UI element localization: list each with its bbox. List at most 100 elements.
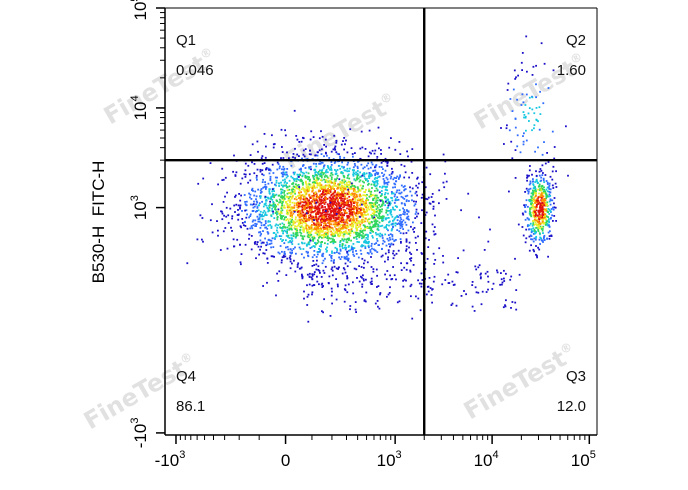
event-dot xyxy=(527,112,530,115)
event-dot xyxy=(405,232,408,234)
event-dot xyxy=(386,162,389,165)
event-dot xyxy=(411,187,414,190)
event-dot xyxy=(310,246,313,249)
event-dot xyxy=(240,226,242,229)
event-dot xyxy=(264,226,267,229)
event-dot xyxy=(420,272,423,275)
event-dot xyxy=(353,211,355,214)
event-dot xyxy=(318,190,320,192)
event-dot xyxy=(547,231,550,234)
event-dot xyxy=(329,186,332,188)
event-dot xyxy=(409,285,412,288)
event-dot xyxy=(258,220,261,223)
event-dot xyxy=(340,205,342,207)
event-dot xyxy=(265,244,268,247)
event-dot xyxy=(364,220,366,223)
event-dot xyxy=(369,281,372,284)
event-dot xyxy=(386,186,388,188)
event-dot xyxy=(544,190,547,193)
event-dot xyxy=(332,200,334,203)
event-dot xyxy=(383,173,386,176)
event-dot xyxy=(236,238,239,241)
event-dot xyxy=(356,167,359,170)
event-dot xyxy=(378,244,380,246)
event-dot xyxy=(305,202,308,205)
event-dot xyxy=(530,235,533,237)
event-dot xyxy=(377,196,380,199)
event-dot xyxy=(333,188,335,190)
event-dot xyxy=(364,177,366,180)
event-dot xyxy=(372,199,374,201)
event-dot xyxy=(261,241,264,244)
event-dot xyxy=(532,233,535,235)
event-dot xyxy=(377,233,379,236)
event-dot xyxy=(351,222,353,225)
event-dot xyxy=(530,238,532,241)
event-dot xyxy=(317,265,320,268)
event-dot xyxy=(532,192,534,195)
event-dot xyxy=(368,222,371,225)
event-dot xyxy=(292,210,295,212)
event-dot xyxy=(308,166,310,169)
event-dot xyxy=(308,276,311,278)
event-dot xyxy=(262,186,265,189)
event-dot xyxy=(326,209,329,212)
event-dot xyxy=(289,251,292,254)
event-dot xyxy=(275,205,277,208)
event-dot xyxy=(387,239,390,242)
event-dot xyxy=(330,164,333,166)
event-dot xyxy=(335,151,338,154)
event-dot xyxy=(537,188,539,191)
event-dot xyxy=(339,213,342,216)
event-dot xyxy=(302,136,304,139)
event-dot xyxy=(293,210,296,213)
event-dot xyxy=(237,218,240,221)
event-dot xyxy=(536,224,538,227)
event-dot xyxy=(309,239,312,242)
event-dot xyxy=(308,153,311,156)
event-dot xyxy=(272,187,275,190)
event-dot xyxy=(359,211,361,214)
event-dot xyxy=(539,196,542,199)
event-dot xyxy=(411,199,413,202)
event-dot xyxy=(316,154,319,157)
event-dot xyxy=(533,192,536,195)
event-dot xyxy=(374,176,377,179)
event-dot xyxy=(219,249,222,251)
event-dot xyxy=(317,218,320,221)
event-dot xyxy=(348,170,350,172)
event-dot xyxy=(526,179,528,182)
event-dot xyxy=(321,148,323,151)
event-dot xyxy=(553,197,556,199)
event-dot xyxy=(309,213,312,216)
event-dot xyxy=(366,261,369,264)
event-dot xyxy=(540,42,543,45)
event-dot xyxy=(343,178,346,181)
event-dot xyxy=(282,171,285,174)
event-dot xyxy=(338,202,341,205)
event-dot xyxy=(356,201,359,204)
event-dot xyxy=(496,269,498,272)
event-dot xyxy=(283,184,285,187)
event-dot xyxy=(317,207,320,210)
event-dot xyxy=(245,209,248,212)
event-dot xyxy=(347,253,350,256)
event-dot xyxy=(284,134,287,137)
event-dot xyxy=(343,205,346,208)
event-dot xyxy=(284,216,286,219)
event-dot xyxy=(279,223,282,226)
event-dot xyxy=(344,271,347,274)
event-dot xyxy=(385,210,388,212)
event-dot xyxy=(302,164,305,166)
event-dot xyxy=(396,196,399,199)
event-dot xyxy=(308,209,311,212)
event-dot xyxy=(280,261,283,264)
event-dot xyxy=(355,173,357,176)
event-dot xyxy=(300,215,303,218)
event-dot xyxy=(522,140,525,143)
event-dot xyxy=(301,201,304,203)
event-dot xyxy=(295,225,298,228)
event-dot xyxy=(540,208,542,211)
event-dot xyxy=(304,227,307,229)
event-dot xyxy=(553,146,556,148)
